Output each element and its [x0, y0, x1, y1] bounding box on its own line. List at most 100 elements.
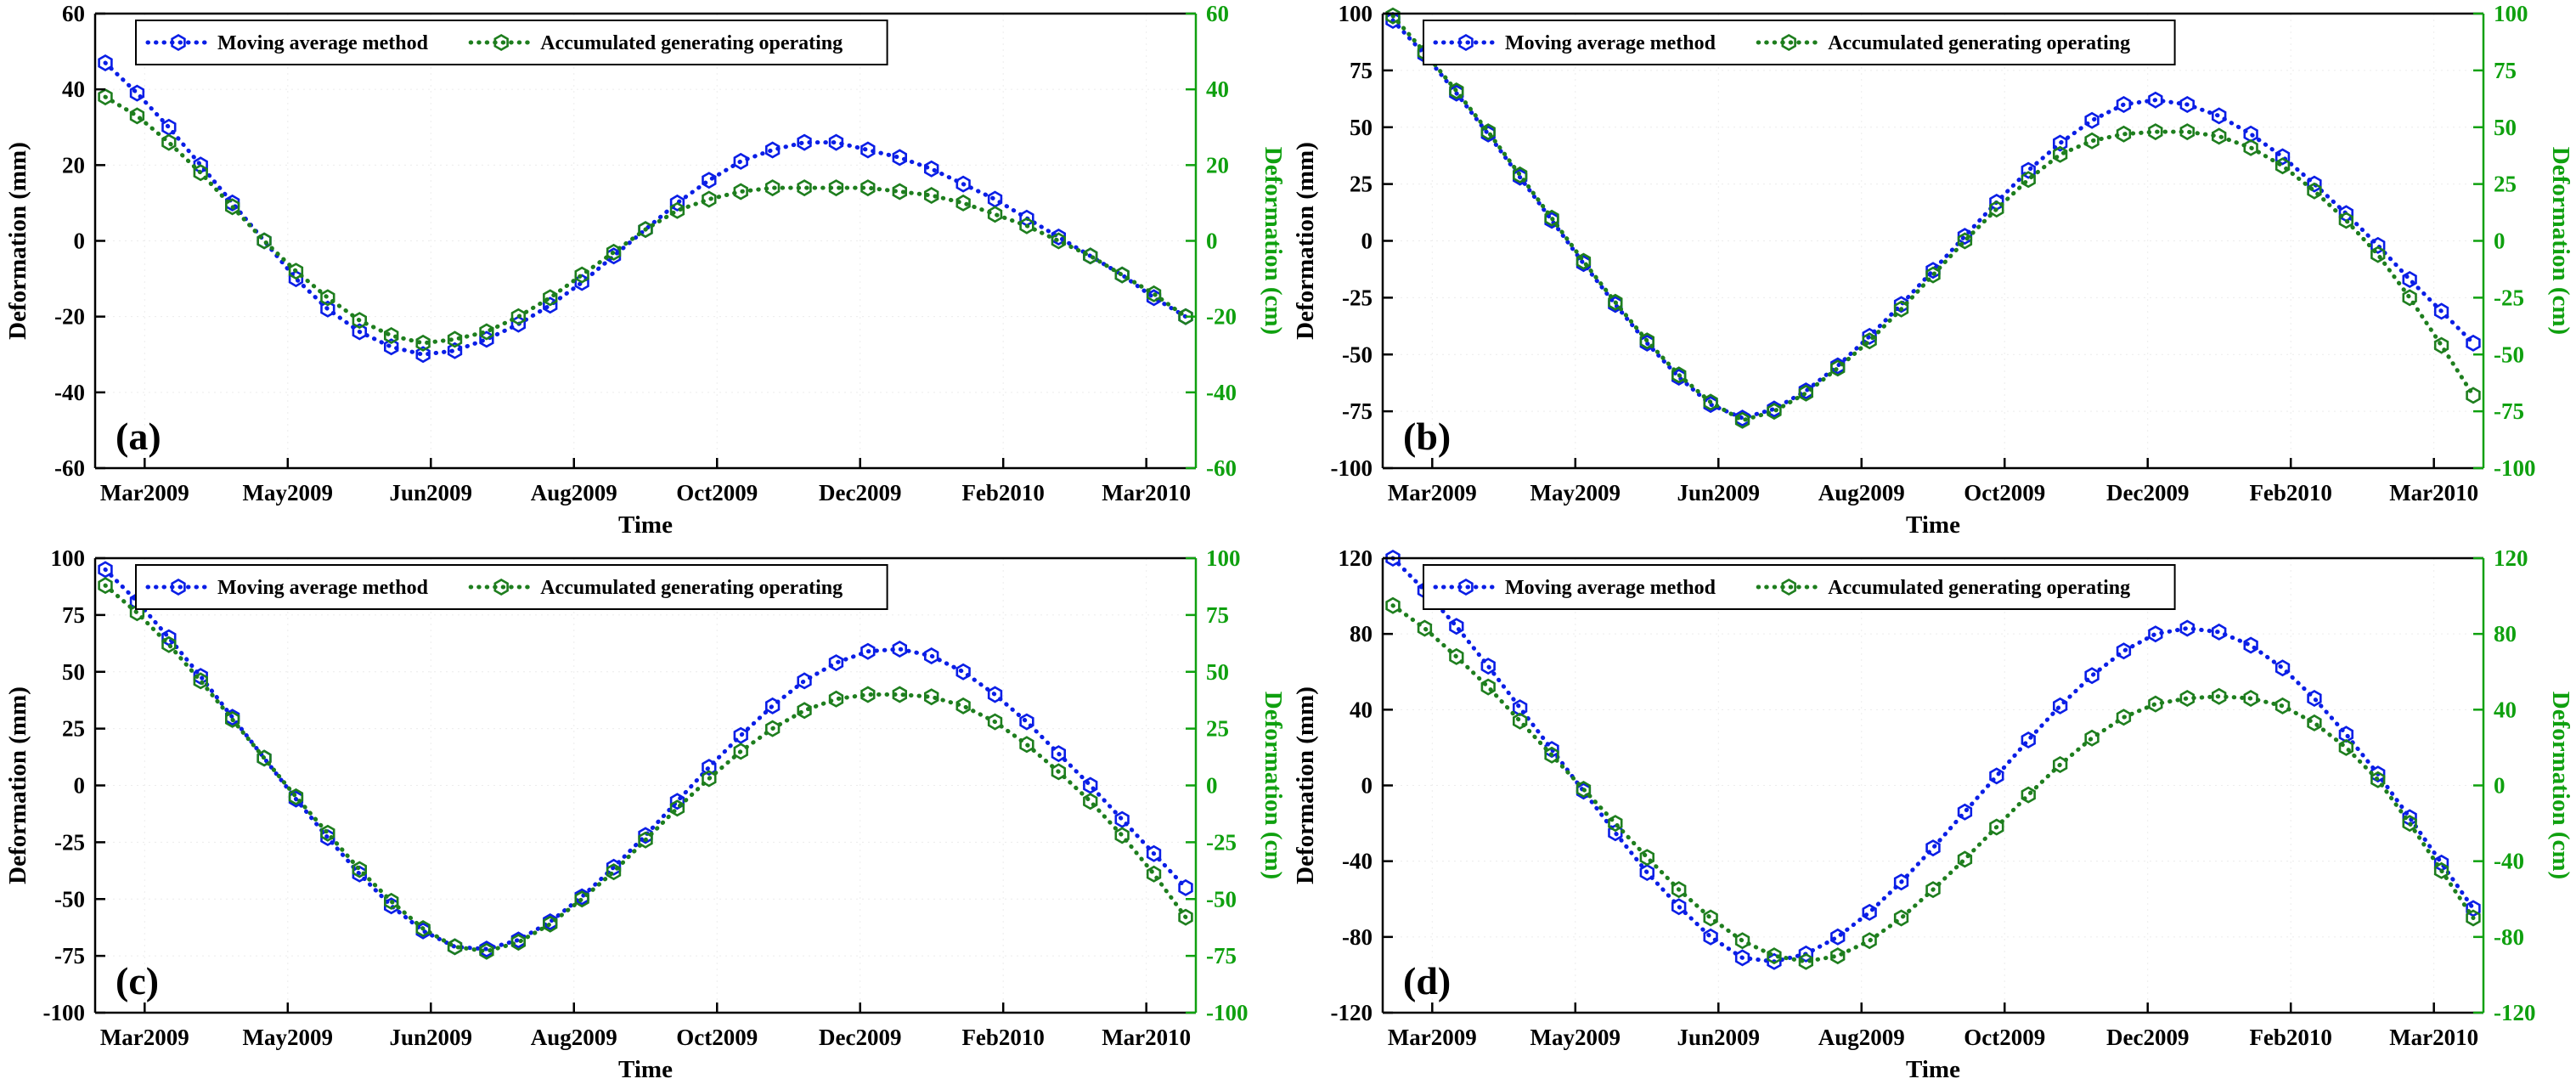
series-marker [1671, 881, 1687, 899]
x-tick-label: Oct2009 [1964, 1025, 2045, 1050]
series-marker [1734, 949, 1750, 967]
x-tick-label: Oct2009 [676, 480, 758, 505]
y-tick-label-left: 100 [51, 545, 86, 571]
series-marker [2148, 695, 2163, 713]
chart-panel-d: -120 -120 -80 -80 -40 -40 0 0 40 40 80 80 120 120 Mar2… [1288, 545, 2575, 1089]
y-tick-label-right: -50 [1206, 886, 1237, 912]
panel-label: (a) [116, 415, 161, 458]
series-marker [2466, 334, 2481, 352]
series-marker [764, 179, 781, 197]
legend-label: Accumulated generating operating [540, 32, 843, 54]
series-moving-average [1385, 549, 2481, 970]
x-tick-label: May2009 [1530, 480, 1621, 505]
series-marker [2466, 909, 2481, 927]
series-marker [1575, 252, 1592, 270]
axes: -100 -100 -75 -75 -50 -50 -25 -25 0 0 25 25 50 50 75 75… [4, 545, 1287, 1083]
series-marker [224, 194, 240, 212]
series-marker [1957, 232, 1973, 250]
series-marker [1083, 777, 1098, 794]
series-marker [764, 720, 781, 737]
series-marker [1114, 266, 1130, 284]
legend-marker-sample [1458, 33, 1474, 51]
series-marker [1051, 228, 1066, 246]
y-tick-label-right: -25 [1206, 829, 1237, 855]
series-marker [320, 300, 335, 318]
series-marker [828, 690, 844, 708]
series-marker [2338, 212, 2353, 229]
series-marker [1512, 166, 1528, 184]
series-marker [733, 152, 748, 170]
series-marker [702, 759, 717, 777]
series-marker [1178, 878, 1193, 896]
x-axis-title: Time [1906, 511, 1960, 539]
x-tick-label: Feb2010 [961, 1025, 1045, 1050]
y-tick-label-right: 40 [1206, 76, 1229, 102]
x-tick-label: Aug2009 [531, 1025, 617, 1050]
series-marker [2212, 127, 2227, 145]
series-marker [2052, 134, 2068, 152]
series-marker [320, 289, 335, 307]
series-marker [2052, 145, 2068, 163]
series-marker [1925, 881, 1941, 899]
series-marker [1512, 712, 1528, 730]
y-tick-label-left: -40 [1342, 849, 1373, 874]
series-marker [2179, 123, 2195, 141]
series-marker [606, 243, 622, 261]
x-tick-label: Feb2010 [2249, 1025, 2332, 1050]
series-marker [2084, 667, 2100, 685]
series-marker [2274, 659, 2291, 677]
y-tick-label-left: 25 [62, 716, 85, 742]
series-marker [1703, 928, 1718, 946]
series-marker [2243, 690, 2258, 708]
series-marker [702, 770, 717, 788]
y-tick-label-right: -50 [2494, 342, 2524, 367]
series-marker [1178, 908, 1193, 926]
y-tick-label-left: 0 [1361, 773, 1373, 799]
series-marker [860, 179, 876, 197]
y-tick-label-right: -40 [1206, 380, 1237, 405]
x-tick-label: Oct2009 [676, 1025, 758, 1050]
y-tick-label-right: -20 [1206, 304, 1237, 330]
series-marker [288, 788, 304, 805]
y-axis-title-right: Deformation (cm) [1260, 692, 1287, 879]
series-marker [1893, 300, 1909, 318]
y-tick-label-right: -40 [2494, 849, 2524, 874]
series-marker [224, 198, 240, 216]
series-marker [1734, 409, 1750, 427]
series-marker [193, 164, 208, 182]
series-marker [1925, 839, 1941, 857]
gridlines [1383, 13, 2483, 469]
series-marker [797, 133, 812, 151]
series-marker [352, 861, 368, 878]
series-marker [2243, 636, 2258, 654]
series-marker [2212, 623, 2227, 641]
series-marker [447, 330, 463, 348]
series-marker [924, 647, 939, 664]
series-accumulated-generating [98, 88, 1193, 352]
x-tick-label: Oct2009 [1964, 480, 2045, 505]
series-marker [2433, 336, 2449, 354]
series-marker [1767, 403, 1782, 421]
x-tick-label: Mar2010 [1102, 480, 1191, 505]
series-marker [2116, 709, 2132, 726]
series-marker [1989, 767, 2004, 785]
chart-d: -120 -120 -80 -80 -40 -40 0 0 40 40 80 80 120 120 Mar2… [1292, 545, 2574, 1083]
y-axis-title-left: Deformation (mm) [1292, 686, 1319, 884]
legend-label: Moving average method [1505, 32, 1716, 54]
series-moving-average [98, 54, 1193, 364]
series-marker [860, 686, 876, 703]
y-axis-title-left: Deformation (mm) [1292, 142, 1319, 340]
series-marker [1449, 647, 1464, 665]
series-marker [1019, 217, 1034, 234]
gridlines [95, 13, 1196, 469]
y-tick-label-right: -100 [2494, 455, 2536, 481]
y-tick-label-left: -50 [1342, 342, 1373, 367]
y-tick-label-right: 120 [2494, 545, 2528, 571]
series-marker [892, 183, 907, 200]
series-marker [1449, 618, 1464, 635]
series-marker [606, 863, 622, 881]
series-marker [224, 710, 240, 728]
series-marker [733, 743, 748, 760]
series-marker [955, 175, 971, 193]
series-marker [256, 232, 272, 250]
